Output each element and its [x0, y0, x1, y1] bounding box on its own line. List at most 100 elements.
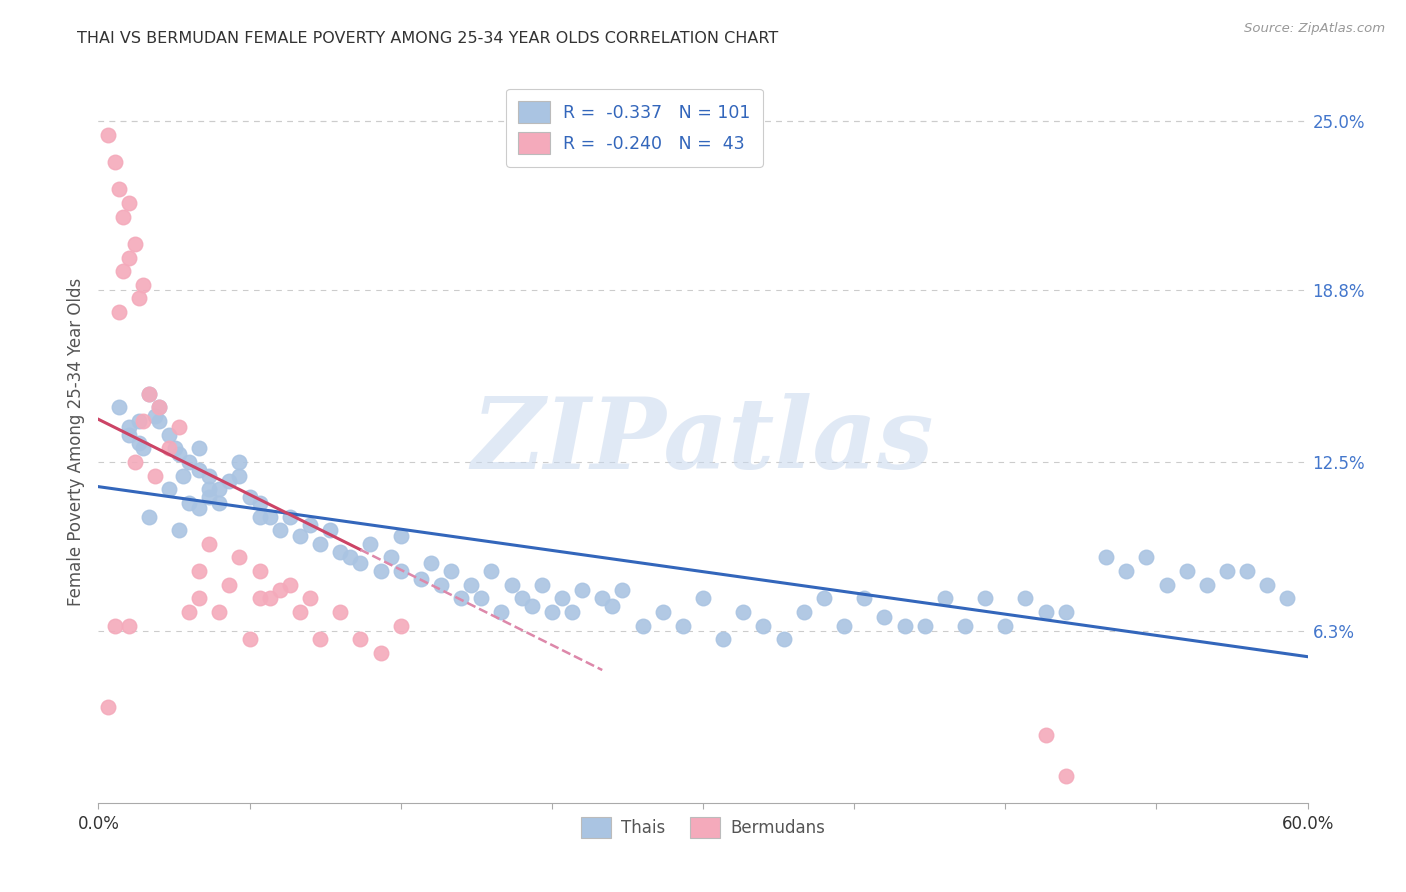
Point [228, 550, 250, 565]
Point [138, 509, 160, 524]
Point [813, 591, 835, 606]
Point [97, 700, 120, 714]
Point [1035, 605, 1057, 619]
Point [179, 496, 201, 510]
Point [360, 537, 382, 551]
Point [1095, 550, 1118, 565]
Point [1216, 564, 1239, 578]
Point [1277, 591, 1299, 606]
Point [278, 509, 301, 524]
Point [107, 182, 129, 196]
Point [733, 605, 755, 619]
Point [188, 591, 211, 606]
Point [269, 583, 291, 598]
Point [118, 196, 141, 211]
Point [1115, 564, 1137, 578]
Point [239, 491, 262, 505]
Point [157, 442, 180, 456]
Point [138, 387, 160, 401]
Point [1236, 564, 1258, 578]
Point [128, 292, 150, 306]
Point [249, 509, 271, 524]
Point [1054, 768, 1077, 782]
Y-axis label: Female Poverty Among 25-34 Year Olds: Female Poverty Among 25-34 Year Olds [66, 277, 84, 606]
Point [157, 427, 180, 442]
Point [1054, 605, 1077, 619]
Point [278, 577, 301, 591]
Point [1175, 564, 1198, 578]
Point [118, 427, 141, 442]
Point [103, 618, 125, 632]
Point [124, 455, 146, 469]
Point [259, 591, 281, 606]
Point [97, 128, 120, 142]
Point [510, 591, 533, 606]
Point [132, 442, 155, 456]
Point [571, 583, 593, 598]
Point [329, 605, 352, 619]
Point [103, 155, 125, 169]
Point [132, 277, 155, 292]
Point [1156, 577, 1178, 591]
Point [157, 482, 180, 496]
Point [208, 496, 231, 510]
Point [420, 556, 443, 570]
Point [551, 591, 574, 606]
Point [793, 605, 815, 619]
Point [651, 605, 673, 619]
Point [208, 482, 231, 496]
Point [974, 591, 997, 606]
Point [148, 401, 170, 415]
Point [309, 537, 332, 551]
Point [430, 577, 453, 591]
Point [132, 414, 155, 428]
Point [118, 251, 141, 265]
Point [450, 591, 472, 606]
Point [380, 550, 402, 565]
Point [118, 419, 141, 434]
Point [143, 468, 166, 483]
Legend: Thais, Bermudans: Thais, Bermudans [574, 810, 832, 845]
Point [389, 564, 412, 578]
Point [501, 577, 523, 591]
Point [228, 468, 250, 483]
Point [172, 468, 194, 483]
Point [269, 523, 291, 537]
Point [389, 618, 412, 632]
Point [481, 564, 503, 578]
Text: Source: ZipAtlas.com: Source: ZipAtlas.com [1244, 22, 1385, 36]
Point [148, 414, 170, 428]
Point [561, 605, 583, 619]
Point [1135, 550, 1157, 565]
Point [339, 550, 361, 565]
Point [218, 577, 240, 591]
Point [299, 517, 322, 532]
Point [128, 436, 150, 450]
Point [520, 599, 543, 614]
Point [218, 474, 240, 488]
Point [288, 528, 311, 542]
Point [128, 414, 150, 428]
Point [602, 599, 624, 614]
Point [873, 610, 896, 624]
Point [349, 556, 371, 570]
Point [208, 605, 231, 619]
Point [198, 537, 221, 551]
Point [188, 501, 211, 516]
Point [530, 577, 553, 591]
Point [934, 591, 956, 606]
Point [409, 572, 432, 586]
Point [299, 591, 322, 606]
Point [1014, 591, 1036, 606]
Point [228, 455, 250, 469]
Point [853, 591, 876, 606]
Text: THAI VS BERMUDAN FEMALE POVERTY AMONG 25-34 YEAR OLDS CORRELATION CHART: THAI VS BERMUDAN FEMALE POVERTY AMONG 25… [77, 31, 779, 46]
Point [107, 305, 129, 319]
Point [249, 564, 271, 578]
Point [309, 632, 332, 647]
Point [259, 509, 281, 524]
Point [1256, 577, 1278, 591]
Point [111, 210, 134, 224]
Point [832, 618, 855, 632]
Point [692, 591, 714, 606]
